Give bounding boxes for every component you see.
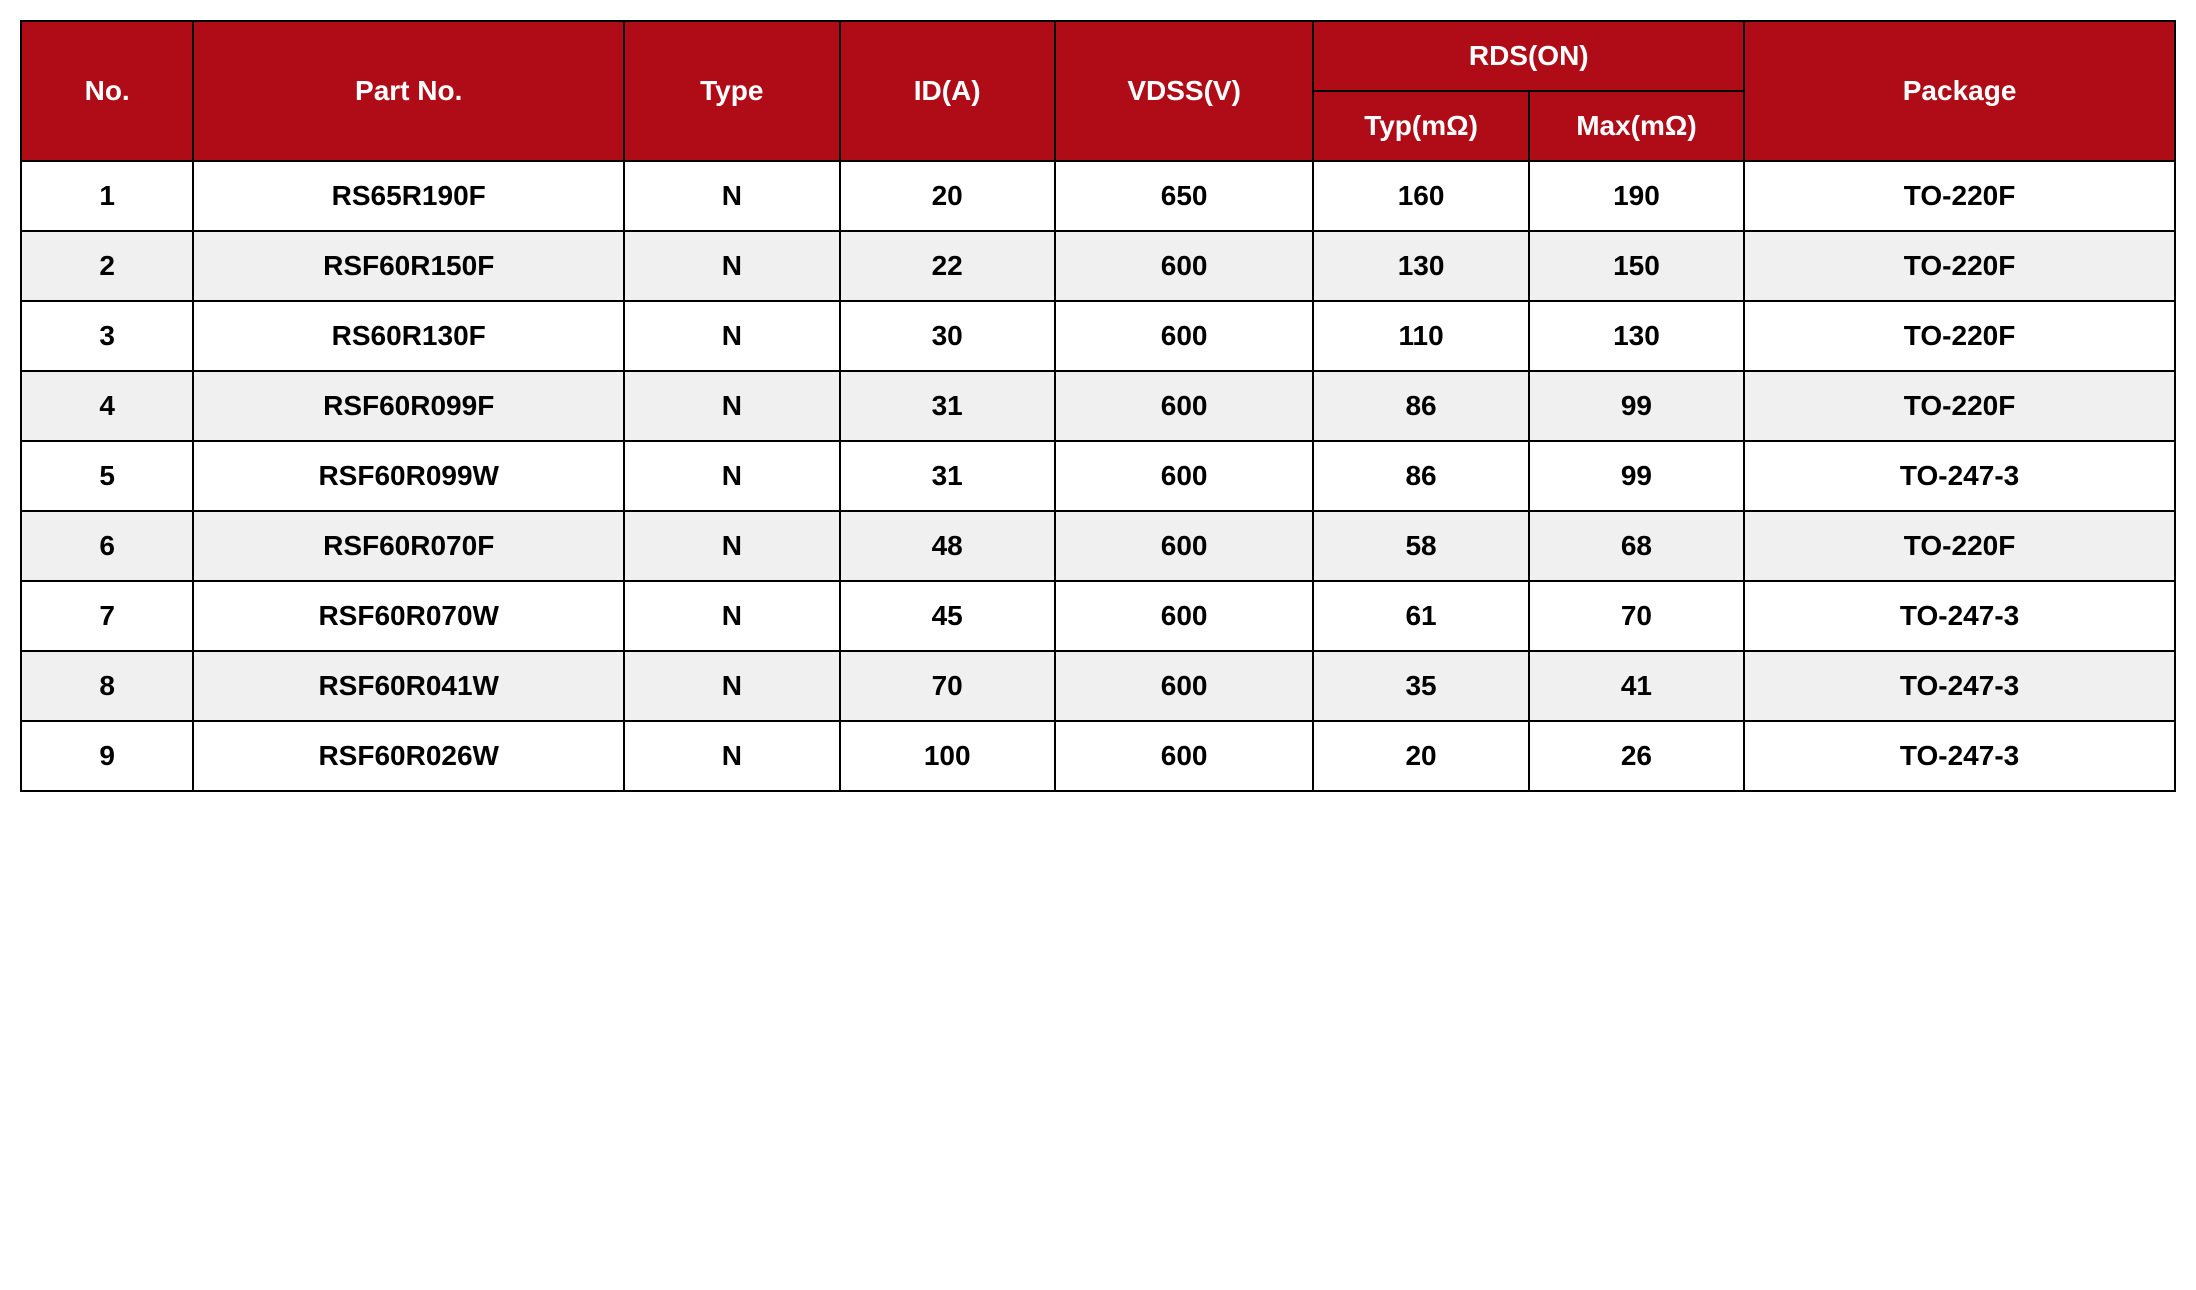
cell-part-no: RSF60R070F <box>193 511 624 581</box>
cell-part-no: RSF60R099W <box>193 441 624 511</box>
cell-id-a: 30 <box>840 301 1055 371</box>
cell-max: 99 <box>1529 441 1744 511</box>
cell-type: N <box>624 231 839 301</box>
cell-type: N <box>624 441 839 511</box>
cell-package: TO-247-3 <box>1744 581 2175 651</box>
cell-typ: 58 <box>1313 511 1528 581</box>
cell-id-a: 20 <box>840 161 1055 231</box>
cell-no: 6 <box>21 511 193 581</box>
cell-part-no: RSF60R041W <box>193 651 624 721</box>
table-header: No. Part No. Type ID(A) VDSS(V) RDS(ON) … <box>21 21 2175 161</box>
cell-vdss-v: 600 <box>1055 441 1313 511</box>
table-row: 7RSF60R070WN456006170TO-247-3 <box>21 581 2175 651</box>
cell-typ: 130 <box>1313 231 1528 301</box>
cell-vdss-v: 600 <box>1055 721 1313 791</box>
cell-type: N <box>624 651 839 721</box>
table-row: 1RS65R190FN20650160190TO-220F <box>21 161 2175 231</box>
cell-package: TO-220F <box>1744 231 2175 301</box>
cell-vdss-v: 600 <box>1055 301 1313 371</box>
cell-type: N <box>624 161 839 231</box>
cell-package: TO-220F <box>1744 511 2175 581</box>
cell-id-a: 22 <box>840 231 1055 301</box>
cell-max: 150 <box>1529 231 1744 301</box>
cell-no: 7 <box>21 581 193 651</box>
table-row: 6RSF60R070FN486005868TO-220F <box>21 511 2175 581</box>
cell-package: TO-247-3 <box>1744 441 2175 511</box>
cell-typ: 61 <box>1313 581 1528 651</box>
cell-typ: 86 <box>1313 371 1528 441</box>
cell-package: TO-247-3 <box>1744 651 2175 721</box>
col-header-vdss-v: VDSS(V) <box>1055 21 1313 161</box>
cell-max: 130 <box>1529 301 1744 371</box>
cell-max: 68 <box>1529 511 1744 581</box>
cell-no: 3 <box>21 301 193 371</box>
col-header-package: Package <box>1744 21 2175 161</box>
cell-no: 4 <box>21 371 193 441</box>
cell-no: 8 <box>21 651 193 721</box>
cell-vdss-v: 600 <box>1055 581 1313 651</box>
col-header-rds-on: RDS(ON) <box>1313 21 1744 91</box>
col-header-part-no: Part No. <box>193 21 624 161</box>
cell-part-no: RS65R190F <box>193 161 624 231</box>
table-row: 3RS60R130FN30600110130TO-220F <box>21 301 2175 371</box>
cell-package: TO-247-3 <box>1744 721 2175 791</box>
cell-part-no: RSF60R070W <box>193 581 624 651</box>
cell-type: N <box>624 581 839 651</box>
cell-no: 5 <box>21 441 193 511</box>
cell-part-no: RSF60R150F <box>193 231 624 301</box>
table-row: 2RSF60R150FN22600130150TO-220F <box>21 231 2175 301</box>
cell-vdss-v: 600 <box>1055 371 1313 441</box>
cell-vdss-v: 650 <box>1055 161 1313 231</box>
cell-typ: 35 <box>1313 651 1528 721</box>
col-header-type: Type <box>624 21 839 161</box>
col-header-typ: Typ(mΩ) <box>1313 91 1528 161</box>
cell-max: 70 <box>1529 581 1744 651</box>
cell-package: TO-220F <box>1744 161 2175 231</box>
cell-max: 190 <box>1529 161 1744 231</box>
cell-no: 2 <box>21 231 193 301</box>
cell-id-a: 100 <box>840 721 1055 791</box>
cell-typ: 86 <box>1313 441 1528 511</box>
cell-typ: 110 <box>1313 301 1528 371</box>
table-row: 9RSF60R026WN1006002026TO-247-3 <box>21 721 2175 791</box>
cell-vdss-v: 600 <box>1055 231 1313 301</box>
cell-no: 1 <box>21 161 193 231</box>
cell-type: N <box>624 721 839 791</box>
col-header-id-a: ID(A) <box>840 21 1055 161</box>
table-body: 1RS65R190FN20650160190TO-220F2RSF60R150F… <box>21 161 2175 791</box>
cell-part-no: RSF60R099F <box>193 371 624 441</box>
cell-max: 99 <box>1529 371 1744 441</box>
cell-part-no: RSF60R026W <box>193 721 624 791</box>
cell-typ: 160 <box>1313 161 1528 231</box>
cell-vdss-v: 600 <box>1055 511 1313 581</box>
cell-id-a: 70 <box>840 651 1055 721</box>
cell-id-a: 45 <box>840 581 1055 651</box>
cell-vdss-v: 600 <box>1055 651 1313 721</box>
cell-max: 26 <box>1529 721 1744 791</box>
cell-typ: 20 <box>1313 721 1528 791</box>
table-row: 5RSF60R099WN316008699TO-247-3 <box>21 441 2175 511</box>
table-row: 4RSF60R099FN316008699TO-220F <box>21 371 2175 441</box>
table-row: 8RSF60R041WN706003541TO-247-3 <box>21 651 2175 721</box>
cell-id-a: 31 <box>840 441 1055 511</box>
cell-part-no: RS60R130F <box>193 301 624 371</box>
cell-no: 9 <box>21 721 193 791</box>
parts-table: No. Part No. Type ID(A) VDSS(V) RDS(ON) … <box>20 20 2176 792</box>
cell-type: N <box>624 301 839 371</box>
col-header-max: Max(mΩ) <box>1529 91 1744 161</box>
cell-id-a: 31 <box>840 371 1055 441</box>
cell-type: N <box>624 511 839 581</box>
cell-max: 41 <box>1529 651 1744 721</box>
cell-type: N <box>624 371 839 441</box>
cell-id-a: 48 <box>840 511 1055 581</box>
cell-package: TO-220F <box>1744 371 2175 441</box>
col-header-no: No. <box>21 21 193 161</box>
cell-package: TO-220F <box>1744 301 2175 371</box>
